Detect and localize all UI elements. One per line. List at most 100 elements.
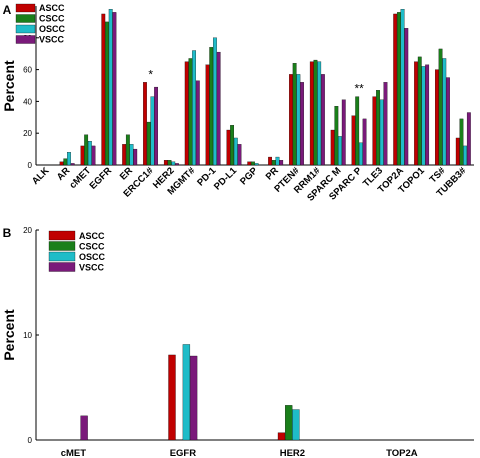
bar-ASCC-TLE3 xyxy=(372,96,377,166)
legend-label: VSCC xyxy=(79,263,105,273)
bar-CSCC-TOP2A xyxy=(396,12,401,166)
bar-CSCC-TUBB3# xyxy=(459,118,464,166)
bar-CSCC-RRM1# xyxy=(313,59,318,166)
bar-OSCC-PGP xyxy=(254,163,259,166)
bar-ASCC-EGFR xyxy=(101,13,106,166)
legend-swatch-CSCC xyxy=(15,14,36,23)
x-tick-label: TOP2A xyxy=(386,448,418,458)
bar-OSCC-PR xyxy=(275,156,280,166)
bar-ASCC-SPARC M xyxy=(330,129,335,166)
bar-VSCC-AR xyxy=(70,163,75,166)
bar-CSCC-HER2 xyxy=(285,405,293,441)
y-tick-label: 40 xyxy=(23,97,32,106)
bar-ASCC-MGMT# xyxy=(184,61,189,166)
bar-CSCC-AR xyxy=(63,158,68,166)
x-tick-label: PGP xyxy=(238,165,260,187)
legend-swatch-CSCC xyxy=(48,241,76,251)
bar-VSCC-PTEN# xyxy=(300,82,304,166)
bar-ASCC-ERCC1# xyxy=(143,82,147,166)
panel-label: B xyxy=(3,226,12,240)
bar-CSCC-PD-1 xyxy=(209,47,214,166)
legend-swatch-OSCC xyxy=(48,251,76,262)
panel-label: A xyxy=(3,3,12,17)
bar-VSCC-TLE3 xyxy=(383,82,388,166)
y-axis-label: Percent xyxy=(1,60,17,112)
bar-ASCC-HER2 xyxy=(163,160,168,166)
bar-VSCC-PD-1 xyxy=(216,51,221,166)
bar-VSCC-TS# xyxy=(446,77,450,166)
bar-CSCC-TOPO1 xyxy=(417,56,422,166)
bar-CSCC-PD-L1 xyxy=(230,125,235,166)
bar-CSCC-PGP xyxy=(251,161,255,166)
bar-OSCC-TLE3 xyxy=(379,99,384,166)
y-tick-label: 20 xyxy=(23,129,32,138)
bar-OSCC-cMET xyxy=(87,140,92,166)
bar-VSCC-ERCC1# xyxy=(154,86,159,166)
bar-OSCC-TOPO1 xyxy=(421,66,426,166)
x-tick-label: EGFR xyxy=(170,448,197,458)
bar-ASCC-PGP xyxy=(247,161,252,166)
bar-ASCC-PD-L1 xyxy=(226,129,231,166)
bar-ASCC-PD-1 xyxy=(205,64,210,166)
bar-VSCC-TOP2A xyxy=(404,28,409,166)
bar-OSCC-AR xyxy=(67,152,71,166)
y-tick-label: 10 xyxy=(23,331,32,340)
bar-ASCC-TOPO1 xyxy=(414,61,418,166)
bar-OSCC-TOP2A xyxy=(400,9,405,166)
bar-VSCC-TUBB3# xyxy=(466,112,471,166)
bar-CSCC-HER2 xyxy=(167,160,172,166)
bar-CSCC-SPARC M xyxy=(334,106,339,166)
y-tick-label: 60 xyxy=(23,66,32,75)
annotation: * xyxy=(148,67,153,81)
bar-ASCC-cMET xyxy=(80,145,85,166)
bar-OSCC-MGMT# xyxy=(192,50,197,166)
x-tick-label: HER2 xyxy=(280,448,305,458)
bar-ASCC-TOP2A xyxy=(393,13,398,166)
bar-CSCC-EGFR xyxy=(105,21,109,166)
bar-OSCC-ER xyxy=(129,144,134,166)
bar-CSCC-PR xyxy=(271,160,276,166)
bar-CSCC-ER xyxy=(125,134,130,166)
bar-VSCC-ER xyxy=(133,148,138,166)
bar-OSCC-HER2 xyxy=(292,409,300,441)
bar-OSCC-EGFR xyxy=(108,9,113,166)
panel-B: B Percent 0 10 20 cMET EGFR HER2 TOP2A ASCCCSCCOS… xyxy=(1,226,474,458)
x-tick-label: ALK xyxy=(30,165,52,187)
y-tick-label: 0 xyxy=(28,161,33,170)
bar-VSCC-TOPO1 xyxy=(425,64,430,166)
y-tick-label: 20 xyxy=(23,226,32,235)
bar-CSCC-SPARC P xyxy=(355,96,360,166)
bar-OSCC-SPARC M xyxy=(338,136,342,166)
bar-OSCC-TS# xyxy=(442,58,447,166)
bar-VSCC-cMET xyxy=(80,415,88,441)
annotation: ** xyxy=(354,82,364,96)
bar-VSCC-SPARC P xyxy=(362,118,367,166)
legend-swatch-ASCC xyxy=(15,3,36,13)
legend-label: OSCC xyxy=(39,24,66,34)
bar-CSCC-TLE3 xyxy=(376,90,380,166)
legend-swatch-OSCC xyxy=(15,24,36,34)
bar-ASCC-ER xyxy=(122,144,127,166)
bar-OSCC-EGFR xyxy=(182,344,191,441)
bar-CSCC-MGMT# xyxy=(188,58,193,166)
legend-label: OSCC xyxy=(79,252,106,262)
x-tick-label: PD-L1 xyxy=(212,165,240,193)
bar-VSCC-EGFR xyxy=(189,355,198,441)
bar-VSCC-PR xyxy=(279,160,284,166)
x-tick-label: EGFR xyxy=(88,165,115,192)
bar-VSCC-PD-L1 xyxy=(237,144,242,166)
bar-ASCC-SPARC P xyxy=(351,115,356,166)
legend-label: ASCC xyxy=(39,3,65,13)
legend-label: ASCC xyxy=(79,231,105,241)
bar-OSCC-PD-1 xyxy=(213,37,217,166)
x-tick-label: cMET xyxy=(61,448,87,458)
bar-ASCC-PR xyxy=(268,156,273,166)
bar-OSCC-RRM1# xyxy=(317,61,322,166)
bar-OSCC-TUBB3# xyxy=(463,145,468,166)
bar-OSCC-HER2 xyxy=(171,161,176,166)
bar-ASCC-PTEN# xyxy=(289,74,293,166)
bar-ASCC-EGFR xyxy=(168,354,176,441)
